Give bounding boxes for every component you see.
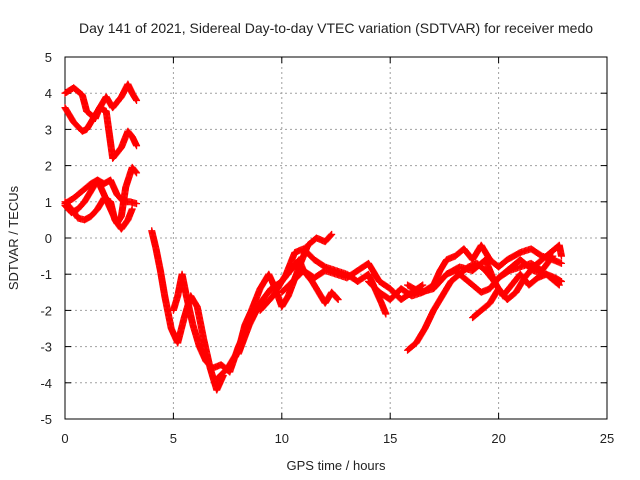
grid bbox=[65, 57, 607, 419]
data-point bbox=[419, 281, 427, 289]
data-point bbox=[549, 252, 557, 260]
x-tick-label: 20 bbox=[491, 431, 505, 446]
y-tick-label: -5 bbox=[40, 412, 52, 427]
x-tick-label: 15 bbox=[383, 431, 397, 446]
data-point bbox=[333, 295, 341, 303]
data-point bbox=[557, 277, 565, 285]
series-trace-b bbox=[61, 104, 141, 162]
series-trace-e bbox=[61, 194, 136, 233]
x-axis-label: GPS time / hours bbox=[287, 458, 386, 473]
data-point bbox=[327, 231, 335, 239]
data-point bbox=[557, 259, 565, 267]
data-point bbox=[133, 96, 141, 104]
data-point bbox=[128, 205, 136, 213]
x-tick-label: 10 bbox=[275, 431, 289, 446]
x-tick-label: 5 bbox=[170, 431, 177, 446]
chart-title: Day 141 of 2021, Sidereal Day-to-day VTE… bbox=[79, 20, 593, 36]
y-tick-label: -1 bbox=[40, 267, 52, 282]
y-tick-label: 3 bbox=[45, 122, 52, 137]
y-tick-label: -2 bbox=[40, 303, 52, 318]
y-tick-label: 0 bbox=[45, 231, 52, 246]
ticks: 0 5 10 15 20 25 -5 -4 -3 -2 -1 0 1 2 3 4 5 bbox=[40, 50, 614, 446]
data-point bbox=[133, 200, 141, 208]
series-trace-d bbox=[61, 176, 141, 217]
data-point bbox=[133, 169, 141, 177]
y-tick-label: -4 bbox=[40, 376, 52, 391]
y-tick-label: -3 bbox=[40, 340, 52, 355]
y-axis-label: SDTVAR / TECUs bbox=[6, 185, 21, 290]
data-marks bbox=[61, 80, 565, 394]
y-tick-label: 5 bbox=[45, 50, 52, 65]
data-point bbox=[382, 310, 390, 318]
x-tick-label: 0 bbox=[61, 431, 68, 446]
data-point bbox=[548, 253, 556, 261]
data-point bbox=[418, 282, 426, 290]
y-tick-label: 4 bbox=[45, 86, 52, 101]
y-tick-label: 1 bbox=[45, 195, 52, 210]
data-point bbox=[328, 230, 336, 238]
data-point bbox=[132, 168, 140, 176]
data-point bbox=[557, 252, 565, 260]
x-tick-label: 25 bbox=[600, 431, 614, 446]
series-trace-p bbox=[443, 252, 557, 296]
series-trace-h bbox=[213, 230, 336, 383]
data-point bbox=[133, 142, 141, 150]
series-trace-o bbox=[469, 241, 565, 322]
data-point bbox=[334, 296, 342, 304]
y-tick-label: 2 bbox=[45, 159, 52, 174]
